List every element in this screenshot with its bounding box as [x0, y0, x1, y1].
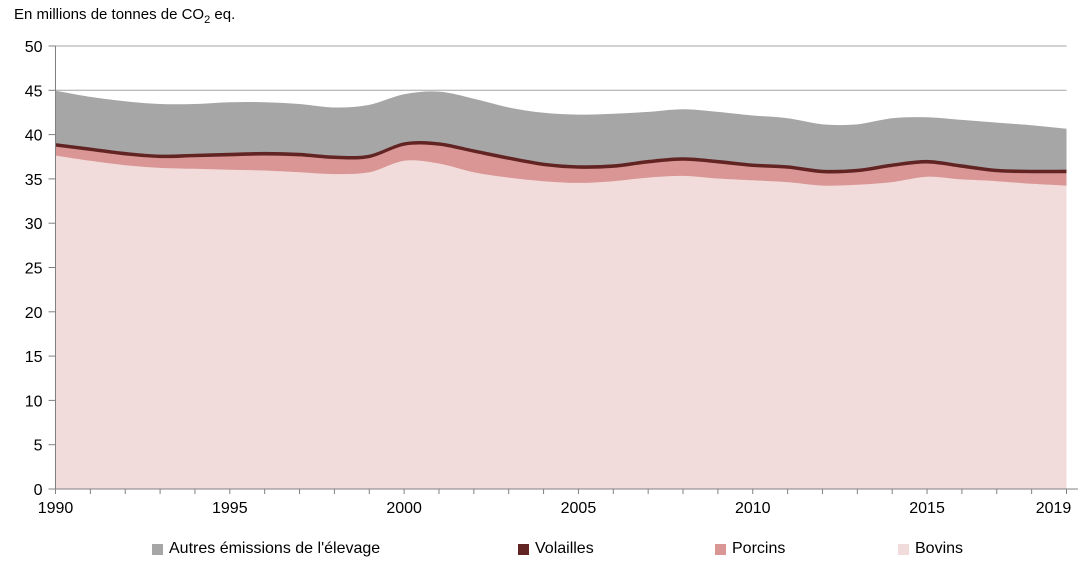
legend-label: Bovins: [915, 540, 964, 557]
chart-title-subscript: 2: [204, 14, 211, 26]
x-axis-label: 2010: [735, 500, 771, 517]
chart-title: En millions de tonnes de CO2 eq.: [14, 6, 235, 26]
chart-title-suffix: eq.: [210, 6, 236, 23]
legend-marker-icon: [152, 543, 163, 555]
y-axis-label: 50: [25, 39, 43, 56]
x-axis-label: 2019: [1036, 500, 1072, 517]
legend-marker-icon: [715, 543, 726, 555]
area-bovins: [55, 154, 1067, 489]
y-axis-label: 45: [25, 83, 43, 100]
y-axis-label: 40: [25, 128, 43, 145]
legend-item-autres-e-missions-de-l-e-levage: Autres émissions de l'élevage: [152, 540, 380, 558]
legend-item-volailles: Volailles: [518, 540, 594, 558]
area-autres: [55, 90, 1067, 170]
chart-title-text: En millions de tonnes de CO: [14, 6, 205, 23]
y-axis-label: 10: [25, 393, 43, 410]
y-axis-label: 20: [25, 305, 43, 322]
chart-legend: Autres émissions de l'élevage Volailles …: [0, 540, 1081, 564]
x-axis-label: 2015: [909, 500, 945, 517]
legend-marker-icon: [898, 543, 909, 555]
legend-label: Volailles: [535, 540, 594, 557]
legend-marker-icon: [518, 543, 529, 555]
legend-item-porcins: Porcins: [715, 540, 785, 558]
legend-label: Autres émissions de l'élevage: [169, 540, 381, 557]
y-axis-label: 35: [25, 172, 43, 189]
y-axis-label: 0: [34, 482, 43, 499]
y-axis-label: 25: [25, 261, 43, 278]
x-axis-label: 1995: [212, 500, 248, 517]
x-axis-label: 1990: [38, 500, 74, 517]
y-axis-label: 5: [34, 438, 43, 455]
y-axis-label: 30: [25, 216, 43, 233]
y-axis-label: 15: [25, 349, 43, 366]
stacked-area-chart: 0 5 10 15 20 25 30 35 40 45 50 1990 1995 2000 2005 2010…: [25, 39, 1078, 517]
x-axis-label: 2005: [561, 500, 597, 517]
legend-item-bovins: Bovins: [898, 540, 963, 558]
x-axis-label: 2000: [386, 500, 422, 517]
legend-label: Porcins: [732, 540, 786, 557]
